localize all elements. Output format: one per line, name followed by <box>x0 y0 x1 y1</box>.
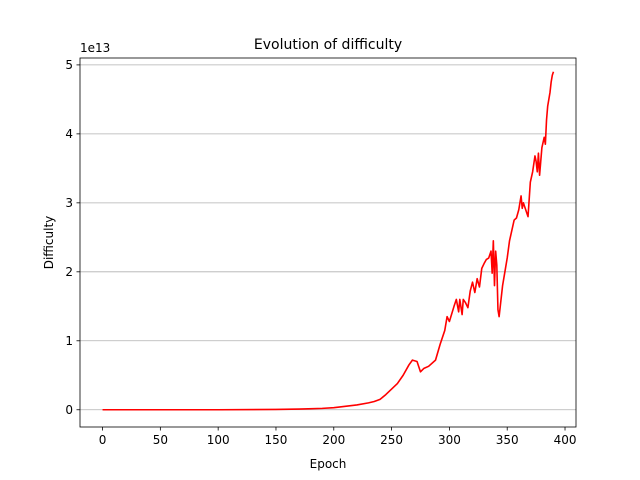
difficulty-series-line <box>102 71 555 411</box>
y-tick-label: 4 <box>65 127 73 141</box>
y-tick-label: 0 <box>65 403 73 417</box>
y-offset-label: 1e13 <box>80 41 110 55</box>
x-tick-label: 150 <box>265 433 288 447</box>
y-axis: 0 1 2 3 4 5 <box>65 58 80 417</box>
x-axis-label: Epoch <box>310 457 347 471</box>
x-tick-label: 250 <box>380 433 403 447</box>
x-tick-label: 350 <box>496 433 519 447</box>
x-tick-label: 50 <box>153 433 168 447</box>
x-tick-label: 200 <box>322 433 345 447</box>
series-group <box>102 71 555 411</box>
y-tick-label: 2 <box>65 265 73 279</box>
x-tick-label: 300 <box>438 433 461 447</box>
y-tick-label: 1 <box>65 334 73 348</box>
chart-title: Evolution of difficulty <box>254 37 402 53</box>
y-tick-label: 5 <box>65 58 73 72</box>
x-axis: 0 50 100 150 200 250 300 350 400 <box>99 427 577 447</box>
x-tick-label: 400 <box>554 433 577 447</box>
plot-frame <box>79 57 577 428</box>
x-tick-label: 0 <box>99 433 107 447</box>
y-tick-label: 3 <box>65 196 73 210</box>
x-tick-label: 100 <box>207 433 230 447</box>
y-axis-label: Difficulty <box>42 216 56 270</box>
